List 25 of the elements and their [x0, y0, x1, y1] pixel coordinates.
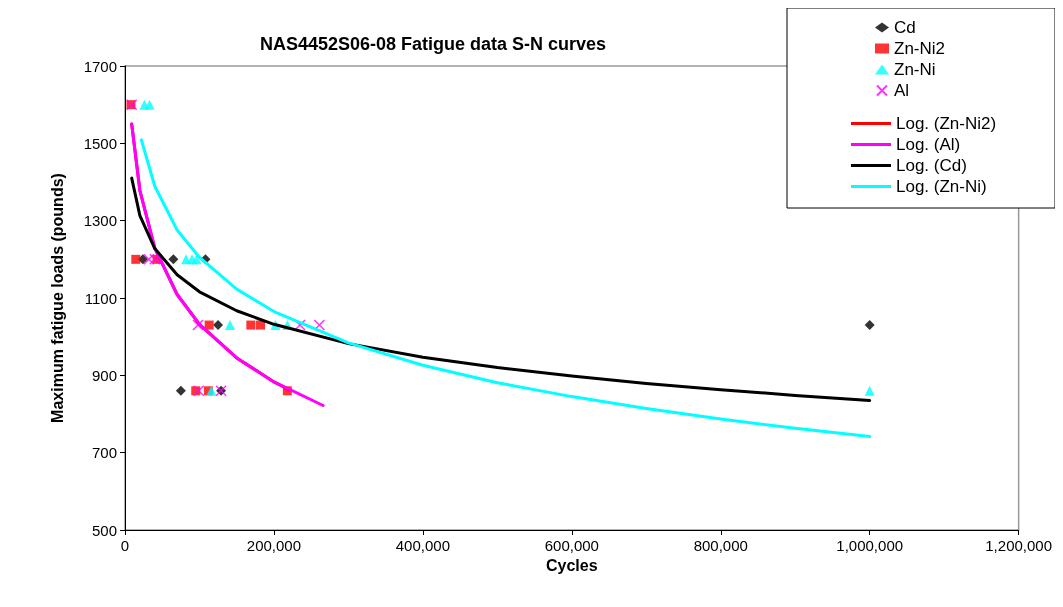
y-tick-label: 900 [91, 366, 117, 384]
y-tick-label: 1100 [84, 289, 117, 307]
y-tick-label: 1500 [83, 134, 117, 152]
x-axis-title: Cycles [546, 557, 598, 575]
x-tick-label: 1,200,000 [985, 537, 1052, 554]
x-tick-label: 400,000 [395, 537, 450, 554]
x-tick-label: 800,000 [693, 537, 748, 554]
y-tick-label: 700 [91, 444, 117, 462]
chart-title: NAS4452S06-08 Fatigue data S-N curves [259, 34, 607, 54]
x-tick-label: 600,000 [544, 537, 599, 554]
legend-label: Zn-Ni2 [894, 39, 946, 58]
legend-label: Log. (Cd) [896, 156, 967, 175]
legend-label: Log. (Zn-Ni) [896, 177, 987, 196]
x-tick-label: 1,000,000 [836, 537, 904, 554]
legend-label: Zn-Ni [894, 60, 936, 79]
x-tick-label: 0 [120, 537, 130, 554]
y-axis-title: Maximum fatigue loads (pounds) [48, 173, 66, 423]
legend-label: Cd [894, 18, 916, 37]
legend-label: Log. (Zn-Ni2) [896, 114, 997, 133]
y-tick-label: 1300 [83, 212, 117, 230]
legend-label: Al [894, 81, 910, 100]
y-tick-label: 1700 [83, 57, 117, 75]
x-tick-label: 200,000 [246, 537, 302, 554]
y-tick-label: 500 [91, 521, 117, 539]
legend-label: Log. (Al) [896, 135, 961, 154]
